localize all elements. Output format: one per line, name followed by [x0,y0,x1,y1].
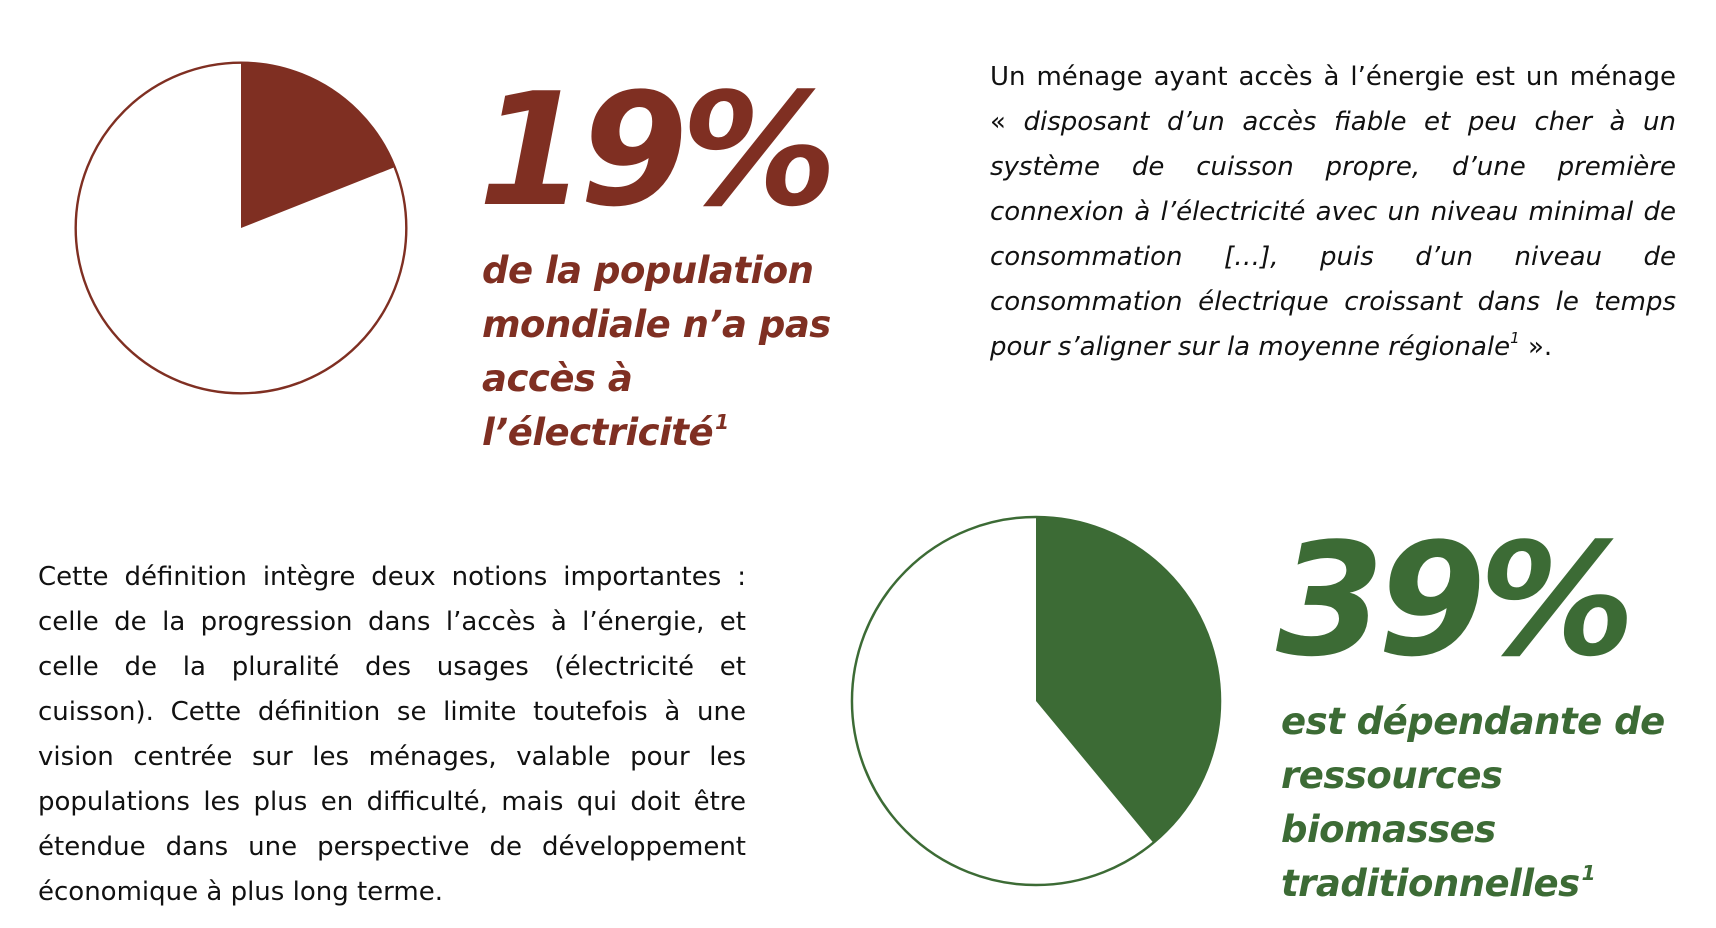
stat-value-biomass: 39% [1276,509,1635,691]
definition-intro: Un ménage ayant accès à l’énergie est un… [990,62,1676,92]
stat-caption-biomass: est dépendante de ressources biomasses t… [1281,695,1701,911]
footnote-marker: 1 [1510,329,1520,347]
footnote-marker: 1 [715,410,729,434]
footnote-marker: 1 [1581,861,1596,885]
pie-slice-biomass [1036,516,1221,843]
definition-paragraph: Un ménage ayant accès à l’énergie est un… [990,55,1676,370]
stat-value-electricity: 19% [478,59,837,241]
quote-open: « [990,107,1024,137]
caption-text: de la population mondiale n’a pas accès … [482,249,831,454]
quote-close: ». [1519,332,1553,362]
stat-caption-electricity: de la population mondiale n’a pas accès … [482,244,842,460]
pie-slice-no-electricity [241,62,395,228]
notions-paragraph: Cette définition intègre deux notions im… [38,562,746,907]
definition-quote: disposant d’un accès fiable et peu cher … [990,107,1677,362]
pie-chart-electricity [74,61,408,395]
pie-chart-biomass [850,515,1222,887]
caption-text: est dépendante de ressources biomasses t… [1281,700,1665,905]
